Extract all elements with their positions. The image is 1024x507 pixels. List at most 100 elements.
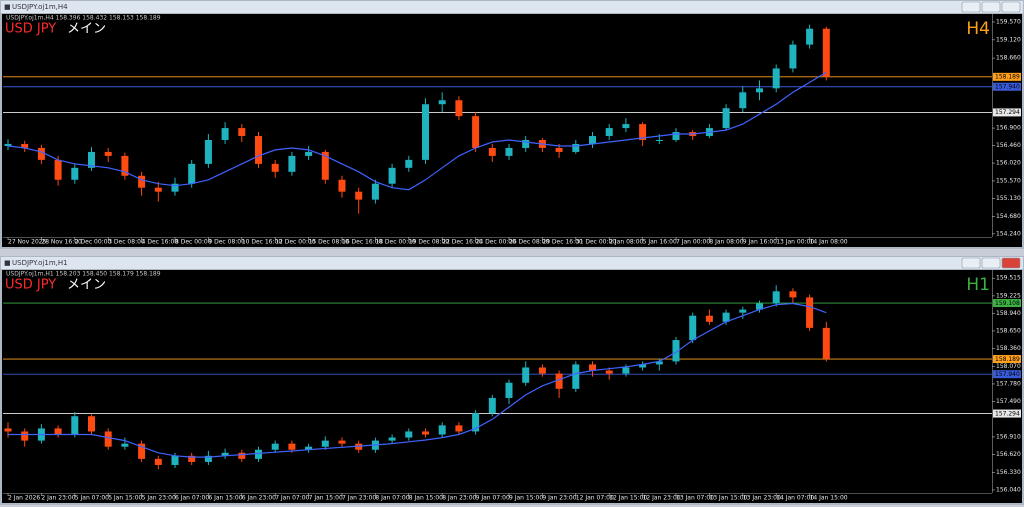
candle-body — [338, 179, 346, 192]
chart-window: ■ USDJPY.oj1m,H1 USDJPY.oj1m,H1 158.203 15… — [0, 256, 1024, 505]
price-tag — [993, 409, 1021, 418]
x-tick-label: 7 Jan 15:00 — [309, 495, 343, 502]
x-tick-label: 8 Jan 15:00 — [409, 495, 443, 502]
y-tick-label: 157.490 — [996, 398, 1021, 405]
candle-body — [572, 143, 580, 152]
candle-body — [321, 440, 329, 447]
x-tick-label: 29 Dec 16:00 — [542, 239, 583, 246]
x-tick-label: 5 Jan 16:00 — [643, 239, 677, 246]
y-tick-label: 158.070 — [996, 363, 1021, 370]
x-tick-label: 13 Jan 15:00 — [709, 495, 747, 502]
y-tick-label: 156.460 — [996, 142, 1021, 149]
candle-body — [71, 416, 79, 435]
x-tick-label: 7 Jan 00:00 — [676, 239, 710, 246]
candle-body — [54, 159, 62, 180]
candle-body — [305, 151, 313, 156]
x-tick-label: 2 Jan 08:00 — [609, 239, 643, 246]
x-tick-label: 16 Dec 16:00 — [342, 239, 383, 246]
candle-body — [772, 291, 780, 304]
y-tick-label: 159.120 — [996, 36, 1021, 43]
close-button[interactable] — [1001, 257, 1021, 269]
candle-body — [806, 28, 814, 45]
x-tick-label: 2 Jan 23:00 — [41, 495, 75, 502]
x-tick-label: 8 Dec 00:00 — [175, 239, 212, 246]
x-tick-label: 14 Jan 08:00 — [810, 239, 848, 246]
candle-body — [54, 428, 62, 435]
x-tick-label: 10 Dec 16:00 — [242, 239, 283, 246]
x-tick-label: 9 Jan 07:00 — [476, 495, 510, 502]
candle-body — [388, 437, 396, 441]
symbol-name: USD JPY — [5, 22, 56, 37]
candle-body — [639, 124, 647, 141]
candle-body — [154, 187, 162, 192]
candle-body — [154, 458, 162, 465]
title-bar — [1, 1, 1023, 13]
price-tag-label: 158.189 — [995, 356, 1020, 363]
y-tick-label: 158.660 — [996, 55, 1021, 62]
symbol-label: メイン — [67, 278, 106, 293]
candle-body — [672, 340, 680, 362]
y-tick-label: 159.225 — [996, 292, 1021, 299]
price-tag-label: 157.940 — [995, 84, 1020, 91]
candle-body — [722, 108, 730, 129]
price-tag-label: 159.108 — [995, 300, 1020, 307]
symbol-name: USD JPY — [5, 278, 56, 293]
candle-body — [288, 443, 296, 450]
y-tick-label: 156.330 — [996, 469, 1021, 476]
y-tick-label: 156.620 — [996, 451, 1021, 458]
candle-body — [438, 425, 446, 435]
y-tick-label: 158.360 — [996, 345, 1021, 352]
candle-body — [88, 416, 95, 432]
x-tick-label: 8 Jan 23:00 — [442, 495, 476, 502]
candle-body — [405, 431, 413, 438]
close-button[interactable] — [1001, 1, 1021, 13]
x-tick-label: 12 Jan 07:00 — [576, 495, 614, 502]
maximize-button[interactable] — [981, 257, 1001, 269]
timeframe: H4 — [966, 19, 990, 39]
candle-body — [171, 455, 179, 465]
minimize-button[interactable] — [961, 1, 981, 13]
x-tick-label: 26 Dec 08:00 — [509, 239, 550, 246]
candle-body — [221, 128, 229, 141]
x-tick-label: 24 Dec 00:00 — [476, 239, 517, 246]
candle-body — [589, 364, 596, 371]
x-tick-label: 28 Nov 16:00 — [41, 239, 82, 246]
candle-body — [104, 431, 112, 447]
candle-body — [555, 147, 563, 152]
candle-body — [756, 303, 763, 310]
candle-body — [538, 367, 546, 374]
y-tick-label: 156.040 — [996, 486, 1021, 493]
candle-body — [204, 140, 212, 164]
candle-body — [71, 167, 79, 180]
y-tick-label: 154.680 — [996, 213, 1021, 220]
price-tag — [993, 299, 1021, 308]
x-tick-label: 3 Dec 08:00 — [108, 239, 145, 246]
candle-body — [4, 428, 12, 432]
candle-body — [555, 373, 563, 389]
x-tick-label: 9 Jan 15:00 — [509, 495, 543, 502]
candle-body — [622, 124, 630, 129]
candle-body — [305, 446, 313, 450]
x-tick-label: 6 Jan 23:00 — [242, 495, 276, 502]
maximize-button[interactable] — [981, 1, 1001, 13]
candle-body — [104, 151, 112, 156]
candle-body — [522, 367, 530, 383]
window-title: USDJPY.oj1m,H1 — [12, 259, 68, 267]
candle-body — [238, 128, 246, 137]
y-tick-label: 156.900 — [996, 125, 1021, 132]
x-tick-label: 6 Jan 15:00 — [208, 495, 242, 502]
window-title: USDJPY.oj1m,H4 — [12, 3, 68, 11]
candle-body — [221, 452, 229, 456]
x-tick-label: 7 Jan 07:00 — [275, 495, 309, 502]
candle-body — [238, 452, 246, 459]
x-tick-label: 19 Dec 08:00 — [409, 239, 450, 246]
minimize-button[interactable] — [961, 257, 981, 269]
y-tick-label: 158.650 — [996, 327, 1021, 334]
y-tick-label: 159.515 — [996, 275, 1021, 282]
x-tick-label: 5 Jan 15:00 — [108, 495, 142, 502]
candle-body — [138, 175, 146, 188]
y-tick-label: 156.910 — [996, 433, 1021, 440]
candle-body — [204, 455, 212, 462]
price-tag — [993, 370, 1021, 379]
